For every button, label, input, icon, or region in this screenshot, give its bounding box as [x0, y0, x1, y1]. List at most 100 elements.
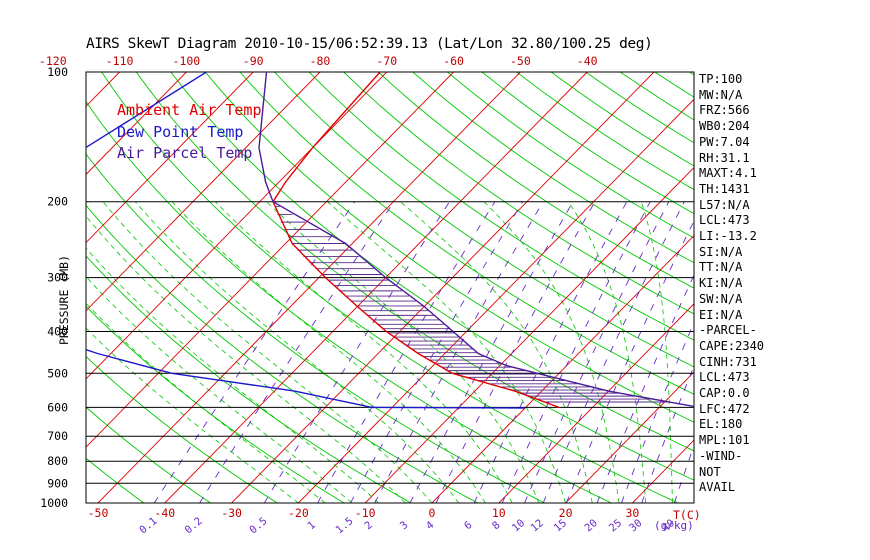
- pressure-tick-label: 900: [47, 476, 68, 490]
- bottom-temp-tick-label: -40: [154, 506, 175, 520]
- bottom-temp-tick-label: 10: [492, 506, 506, 520]
- isotherm-line: [86, 72, 187, 176]
- mixing-ratio-tick-label: 2: [362, 519, 375, 532]
- pressure-tick-label: 100: [47, 65, 68, 79]
- isotherm-line: [164, 72, 588, 503]
- top-temp-tick-label: -100: [173, 54, 201, 68]
- pressure-tick-label: 600: [47, 400, 68, 414]
- index-th: TH:1431: [699, 181, 750, 196]
- index-li: LI:-13.2: [699, 229, 757, 244]
- index-el: EL:180: [699, 417, 743, 432]
- dry-adiabat-line: [343, 72, 694, 315]
- index-cinh: CINH:731: [699, 354, 757, 369]
- top-temp-tick-label: -110: [106, 54, 134, 68]
- isotherm-line: [86, 72, 454, 448]
- index-cap: CAP:0.0: [699, 386, 750, 401]
- index-maxt: MAXT:4.1: [699, 166, 757, 181]
- top-temp-tick-label: -90: [243, 54, 264, 68]
- legend: Ambient Air Temp Dew Point Temp Air Parc…: [117, 100, 262, 165]
- bottom-temp-tick-label: 0: [429, 506, 436, 520]
- index-wb0: WB0:204: [699, 119, 750, 134]
- isobars: [85, 71, 695, 504]
- mixing-ratio-tick-label: 25: [607, 517, 624, 534]
- wind-header: -WIND-: [699, 448, 743, 463]
- sounding-indices-panel: TP:100 MW:N/A FRZ:566 WB0:204 PW:7.04 RH…: [699, 72, 859, 496]
- index-sw: SW:N/A: [699, 291, 743, 306]
- y-axis-label: PRESSURE (MB): [57, 254, 71, 346]
- mixing-ratio-tick-label: 1: [305, 519, 318, 532]
- mixing-ratio-tick-label: 20: [583, 517, 600, 534]
- pressure-tick-label: 300: [47, 271, 68, 285]
- moist-adiabat-line: [86, 247, 379, 503]
- top-temp-tick-label: -50: [510, 54, 531, 68]
- index-lcl: LCL:473: [699, 213, 750, 228]
- top-temp-tick-label: -80: [310, 54, 331, 68]
- series-line-air-parcel-temp: [258, 72, 694, 408]
- pressure-tick-label: 1000: [40, 496, 68, 510]
- mixing-ratio-tick-label: 4: [424, 519, 437, 532]
- pressure-tick-label: 200: [47, 195, 68, 209]
- isotherm-line: [298, 98, 694, 503]
- dry-adiabat-line: [86, 355, 278, 503]
- isotherm-line: [364, 166, 694, 503]
- index-ei: EI:N/A: [699, 307, 743, 322]
- legend-air-parcel-temp: Air Parcel Temp: [117, 144, 253, 162]
- mixing-ratio-tick-label: 10: [510, 517, 527, 534]
- isotherm-line: [231, 72, 655, 503]
- pressure-tick-label: 500: [47, 366, 68, 380]
- index-si: SI:N/A: [699, 244, 743, 259]
- isotherm-line: [498, 303, 694, 503]
- dry-adiabat-line: [0, 72, 10, 503]
- mixing-ratio-tick-label: 3: [398, 519, 411, 532]
- dry-adiabat-line: [86, 100, 612, 503]
- isotherm-line: [97, 72, 521, 503]
- mixing-ratio-tick-label: 6: [462, 519, 475, 532]
- cape-hatching: [274, 205, 669, 403]
- dry-adiabat-line: [86, 305, 345, 503]
- pressure-tick-label: 700: [47, 429, 68, 443]
- isotherm-line: [431, 235, 694, 503]
- top-temp-tick-label: -40: [577, 54, 598, 68]
- index-ki: KI:N/A: [699, 276, 743, 291]
- chart-title: AIRS SkewT Diagram 2010-10-15/06:52:39.1…: [86, 36, 653, 52]
- dry-adiabat-line: [204, 72, 694, 423]
- index-l57: L57:N/A: [699, 197, 750, 212]
- index-tt: TT:N/A: [699, 260, 743, 275]
- dry-adiabat-line: [274, 72, 694, 368]
- index-cape: CAPE:2340: [699, 338, 765, 353]
- index-rh: RH:31.1: [699, 150, 750, 165]
- index-mw: MW:N/A: [699, 87, 743, 102]
- dry-adiabat-line: [239, 72, 694, 395]
- isotherm-line: [565, 371, 694, 503]
- dry-adiabat-line: [86, 153, 545, 503]
- pressure-tick-label: 400: [47, 324, 68, 338]
- mixing-ratio-line: [542, 201, 685, 503]
- dry-adiabat-line: [308, 72, 694, 341]
- top-temp-tick-label: -70: [376, 54, 397, 68]
- isotherm-line: [86, 72, 254, 244]
- plot-border: [85, 71, 695, 504]
- legend-dew-point-temp: Dew Point Temp: [117, 122, 244, 141]
- parcel-header: -PARCEL-: [699, 323, 757, 338]
- dry-adiabat-line: [86, 457, 145, 503]
- index-pw: PW:7.04: [699, 134, 750, 149]
- mixing-ratio-tick-label: 12: [529, 517, 546, 534]
- index-lfc: LFC:472: [699, 401, 750, 416]
- bottom-temp-tick-label: -10: [355, 506, 376, 520]
- index-tp: TP:100: [699, 72, 743, 86]
- legend-ambient-air-temp: Ambient Air Temp: [117, 101, 262, 119]
- bottom-temp-tick-label: -30: [221, 506, 242, 520]
- series-line-dew-point-temp: [86, 72, 526, 409]
- mixing-ratio-tick-label: 0.2: [183, 515, 205, 536]
- isotherm-line: [86, 72, 321, 312]
- index-mpl: MPL:101: [699, 433, 750, 448]
- dry-adiabat-line: [377, 72, 694, 289]
- moist-adiabat-line: [215, 201, 513, 503]
- pressure-tick-label: 800: [47, 454, 68, 468]
- bottom-temp-tick-label: 30: [625, 506, 639, 520]
- parcel-lcl: LCL:473: [699, 370, 750, 385]
- bottom-temp-tick-label: -50: [88, 506, 109, 520]
- dry-adiabat-line: [862, 72, 870, 503]
- mixing-ratio-tick-label: 8: [490, 519, 503, 532]
